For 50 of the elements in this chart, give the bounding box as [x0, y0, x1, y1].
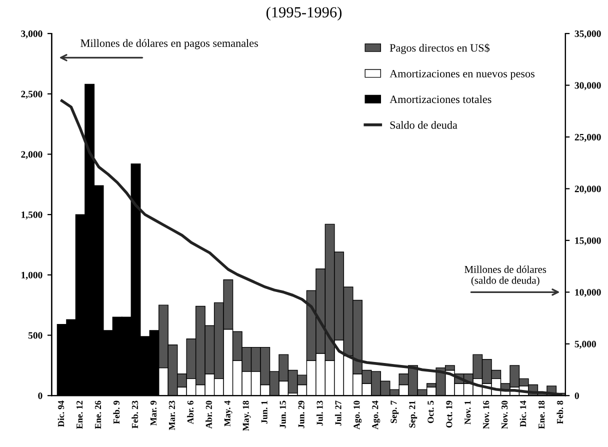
annotation: Millones de dólares (saldo de deuda) [464, 266, 546, 286]
legend-label: Amortizaciones totales [390, 95, 492, 104]
legend-label: Amortizaciones en nuevos pesos [390, 70, 534, 80]
y2-tick-label: 25,000 [574, 134, 601, 142]
x-tick-label: Ene. 12 [76, 400, 83, 429]
x-tick-label: Abr. 20 [206, 400, 212, 429]
y2-tick-label: 15,000 [575, 237, 601, 246]
x-tick-label: Oct. 19 [446, 400, 452, 428]
y2-tick-label: 35,000 [574, 30, 601, 38]
x-tick-label: Feb. 9 [113, 400, 120, 424]
y2-tick-label: 0 [574, 392, 579, 400]
y-tick-label: 1,000 [22, 272, 42, 280]
y2-tick-label: 20,000 [574, 186, 601, 194]
y-tick-label: 500 [28, 332, 42, 339]
x-tick-label: Ago. 10 [354, 400, 362, 430]
y-tick-label: 1,500 [22, 211, 42, 220]
x-tick-label: Ene. 26 [95, 400, 102, 429]
annotation: Millones de dólares en pagos semanales [80, 39, 258, 50]
x-tick-label: May. 4 [224, 400, 232, 426]
x-tick-label: Feb. 8 [556, 400, 564, 424]
y2-tick-label: 10,000 [575, 289, 601, 298]
chart-title: (1995-1996) [266, 6, 342, 21]
y-tick-label: 0 [38, 392, 42, 400]
x-tick-label: Sep. 21 [409, 400, 418, 428]
x-tick-label: Dic. 94 [58, 400, 64, 427]
y2-tick-label: 30,000 [574, 82, 601, 90]
x-tick-label: Dic. 14 [520, 400, 526, 427]
x-tick-label: May. 18 [242, 400, 251, 431]
x-tick-label: Jun. 29 [298, 400, 304, 428]
x-tick-label: Feb. 23 [132, 400, 138, 428]
x-tick-label: Nov. 1 [464, 400, 471, 424]
legend-label: Saldo de deuda [390, 120, 458, 129]
x-tick-label: Nov. 16 [483, 400, 490, 429]
x-tick-label: Mar. 9 [150, 400, 157, 426]
x-tick-label: Abr. 6 [187, 400, 194, 424]
legend-label: Pagos directos en US$ [390, 44, 490, 54]
x-tick-label: Jul. 13 [316, 400, 323, 426]
x-tick-label: Jun. 1 [261, 400, 268, 424]
x-tick-label: Oct. 5 [428, 400, 434, 424]
y-tick-label: 2,500 [21, 90, 42, 99]
x-tick-label: Nov. 30 [502, 400, 508, 429]
x-tick-label: Jul. 27 [334, 400, 342, 426]
x-tick-label: Mar. 23 [168, 400, 176, 430]
x-tick-label: Ene. 18 [538, 400, 545, 429]
y-tick-label: 3,000 [21, 30, 42, 38]
y2-tick-label: 5,000 [574, 340, 596, 349]
x-tick-label: Ago. 24 [372, 400, 380, 430]
x-tick-label: Sep. 7 [390, 400, 399, 424]
y-tick-label: 2,000 [21, 151, 42, 160]
x-tick-label: Jun. 15 [280, 400, 286, 428]
